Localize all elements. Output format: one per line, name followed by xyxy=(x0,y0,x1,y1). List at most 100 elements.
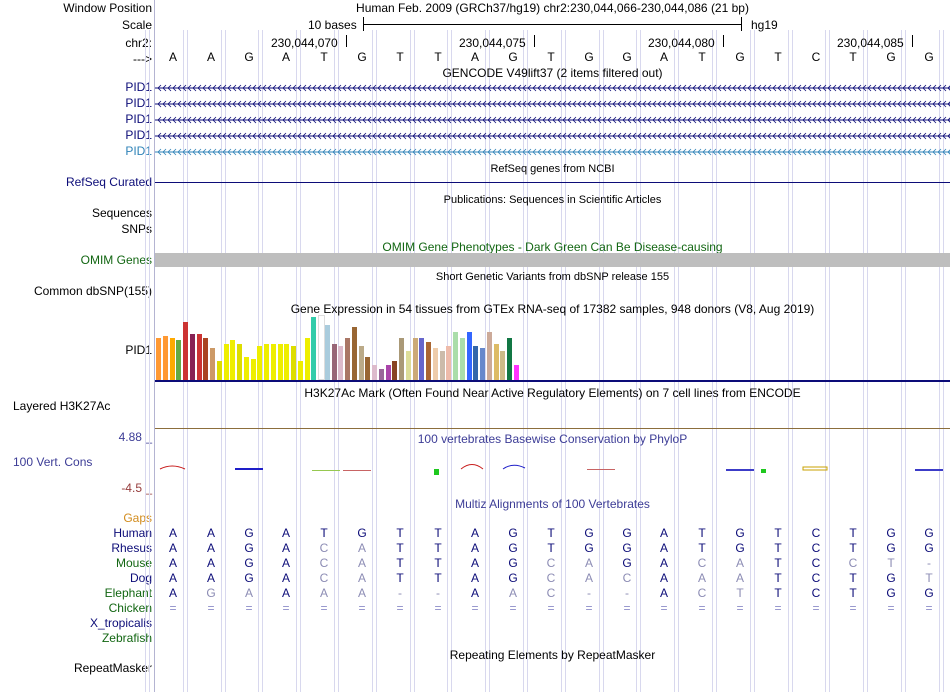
gtex-bar[interactable] xyxy=(473,346,479,380)
gtex-bar[interactable] xyxy=(237,344,242,380)
gtex-bar[interactable] xyxy=(216,361,222,380)
gencode-label-3[interactable]: PID1 xyxy=(125,112,152,126)
gtex-bar[interactable] xyxy=(324,325,330,380)
gtex-bar[interactable] xyxy=(176,340,182,380)
species-label-chicken[interactable]: Chicken xyxy=(108,601,152,615)
gencode-transcript-4[interactable] xyxy=(155,130,950,142)
species-label-dog[interactable]: Dog xyxy=(129,571,152,585)
gtex-bar[interactable] xyxy=(230,340,236,380)
gtex-bar[interactable] xyxy=(358,346,364,380)
gtex-bar[interactable] xyxy=(318,315,325,380)
track-image[interactable]: Human Feb. 2009 (GRCh37/hg19) chr2:230,0… xyxy=(145,0,950,692)
refseq-label[interactable]: RefSeq Curated xyxy=(65,175,152,189)
refseq-title[interactable]: RefSeq genes from NCBI xyxy=(490,163,615,175)
gtex-bar[interactable] xyxy=(453,332,458,380)
gtex-bar[interactable] xyxy=(210,348,215,380)
gencode-label-1[interactable]: PID1 xyxy=(125,80,152,94)
gtex-bar[interactable] xyxy=(277,344,283,380)
gencode-title[interactable]: GENCODE V49lift37 (2 items filtered out) xyxy=(442,66,663,80)
species-label-elephant[interactable]: Elephant xyxy=(104,586,152,600)
gtex-label[interactable]: PID1 xyxy=(125,343,152,357)
phylop-signal[interactable] xyxy=(155,458,950,478)
gtex-bar[interactable] xyxy=(432,348,438,380)
pubs-snps-label[interactable]: SNPs xyxy=(121,222,152,236)
gtex-bar[interactable] xyxy=(345,338,350,380)
alignment-base: A xyxy=(281,586,290,600)
gencode-label-4[interactable]: PID1 xyxy=(125,128,152,142)
gtex-bar[interactable] xyxy=(459,338,465,380)
gtex-bar[interactable] xyxy=(223,344,229,380)
gtex-bar[interactable] xyxy=(162,336,168,380)
multiz-title[interactable]: Multiz Alignments of 100 Vertebrates xyxy=(455,497,650,511)
alignment-base: G xyxy=(924,586,934,600)
gtex-bar[interactable] xyxy=(365,357,371,380)
gtex-bar[interactable] xyxy=(426,342,431,380)
gtex-bar-chart[interactable] xyxy=(155,315,950,380)
gtex-bar[interactable] xyxy=(446,346,452,380)
gtex-bar[interactable] xyxy=(405,351,411,380)
gtex-bar[interactable] xyxy=(311,317,317,380)
gtex-bar[interactable] xyxy=(203,338,209,380)
gtex-bar[interactable] xyxy=(507,338,512,380)
gtex-bar[interactable] xyxy=(338,346,344,380)
omim-gene-bar[interactable] xyxy=(155,253,950,267)
gtex-bar[interactable] xyxy=(385,365,391,380)
species-label-rhesus[interactable]: Rhesus xyxy=(111,541,152,555)
gtex-bar[interactable] xyxy=(196,334,202,380)
gtex-bar[interactable] xyxy=(250,359,256,380)
repeatmasker-label[interactable]: RepeatMasker xyxy=(73,661,152,675)
gtex-bar[interactable] xyxy=(419,338,425,380)
gencode-label-2[interactable]: PID1 xyxy=(125,96,152,110)
gtex-bar[interactable] xyxy=(257,346,263,380)
gencode-transcript-5[interactable] xyxy=(155,146,950,158)
gtex-bar[interactable] xyxy=(284,344,290,380)
repeatmasker-title[interactable]: Repeating Elements by RepeatMasker xyxy=(449,648,656,662)
gencode-label-5[interactable]: PID1 xyxy=(125,144,152,158)
gtex-bar[interactable] xyxy=(500,351,506,380)
gtex-title[interactable]: Gene Expression in 54 tissues from GTEx … xyxy=(290,302,815,316)
gtex-bar[interactable] xyxy=(378,369,384,380)
gtex-bar[interactable] xyxy=(156,338,161,380)
h3k27ac-label[interactable]: Layered H3K27Ac xyxy=(13,399,111,413)
gtex-bar[interactable] xyxy=(243,357,249,380)
gtex-bar[interactable] xyxy=(513,365,519,380)
omim-label[interactable]: OMIM Genes xyxy=(80,253,152,267)
gtex-bar[interactable] xyxy=(372,365,377,380)
omim-title[interactable]: OMIM Gene Phenotypes - Dark Green Can Be… xyxy=(382,240,723,254)
gtex-bar[interactable] xyxy=(439,351,445,380)
gtex-bar[interactable] xyxy=(331,344,337,380)
pubs-sequences-label[interactable]: Sequences xyxy=(91,206,152,220)
alignment-base: = xyxy=(849,601,857,615)
gtex-bar[interactable] xyxy=(183,322,188,380)
gtex-bar[interactable] xyxy=(270,344,276,380)
species-label-mouse[interactable]: Mouse xyxy=(115,556,152,570)
alignment-base: T xyxy=(736,586,744,600)
gtex-bar[interactable] xyxy=(493,344,499,380)
gtex-bar[interactable] xyxy=(291,346,296,380)
species-label-human[interactable]: Human xyxy=(113,526,152,540)
pubs-title[interactable]: Publications: Sequences in Scientific Ar… xyxy=(443,194,662,206)
h3k27ac-title[interactable]: H3K27Ac Mark (Often Found Near Active Re… xyxy=(304,386,801,400)
refseq-gene-line[interactable] xyxy=(155,182,950,183)
gtex-bar[interactable] xyxy=(466,332,472,380)
gtex-bar[interactable] xyxy=(392,361,398,380)
gtex-bar[interactable] xyxy=(351,327,357,380)
dbsnp-label[interactable]: Common dbSNP(155) xyxy=(33,284,152,298)
species-label-x_tropicalis[interactable]: X_tropicalis xyxy=(89,616,152,630)
gtex-bar[interactable] xyxy=(297,361,303,380)
gencode-transcript-2[interactable] xyxy=(155,98,950,110)
gencode-transcript-3[interactable] xyxy=(155,114,950,126)
phylop-title[interactable]: 100 vertebrates Basewise Conservation by… xyxy=(417,432,688,446)
gtex-bar[interactable] xyxy=(399,338,404,380)
phylop-label[interactable]: 100 Vert. Cons xyxy=(13,455,93,469)
gtex-bar[interactable] xyxy=(304,338,310,380)
gencode-transcript-1[interactable] xyxy=(155,82,950,94)
gtex-bar[interactable] xyxy=(169,338,175,380)
gtex-bar[interactable] xyxy=(189,334,195,380)
dbsnp-title[interactable]: Short Genetic Variants from dbSNP releas… xyxy=(435,271,670,283)
gtex-bar[interactable] xyxy=(412,338,418,380)
gtex-bar[interactable] xyxy=(486,332,492,380)
gtex-bar[interactable] xyxy=(264,344,269,380)
gtex-bar[interactable] xyxy=(480,348,485,380)
species-label-zebrafish[interactable]: Zebrafish xyxy=(101,631,152,645)
